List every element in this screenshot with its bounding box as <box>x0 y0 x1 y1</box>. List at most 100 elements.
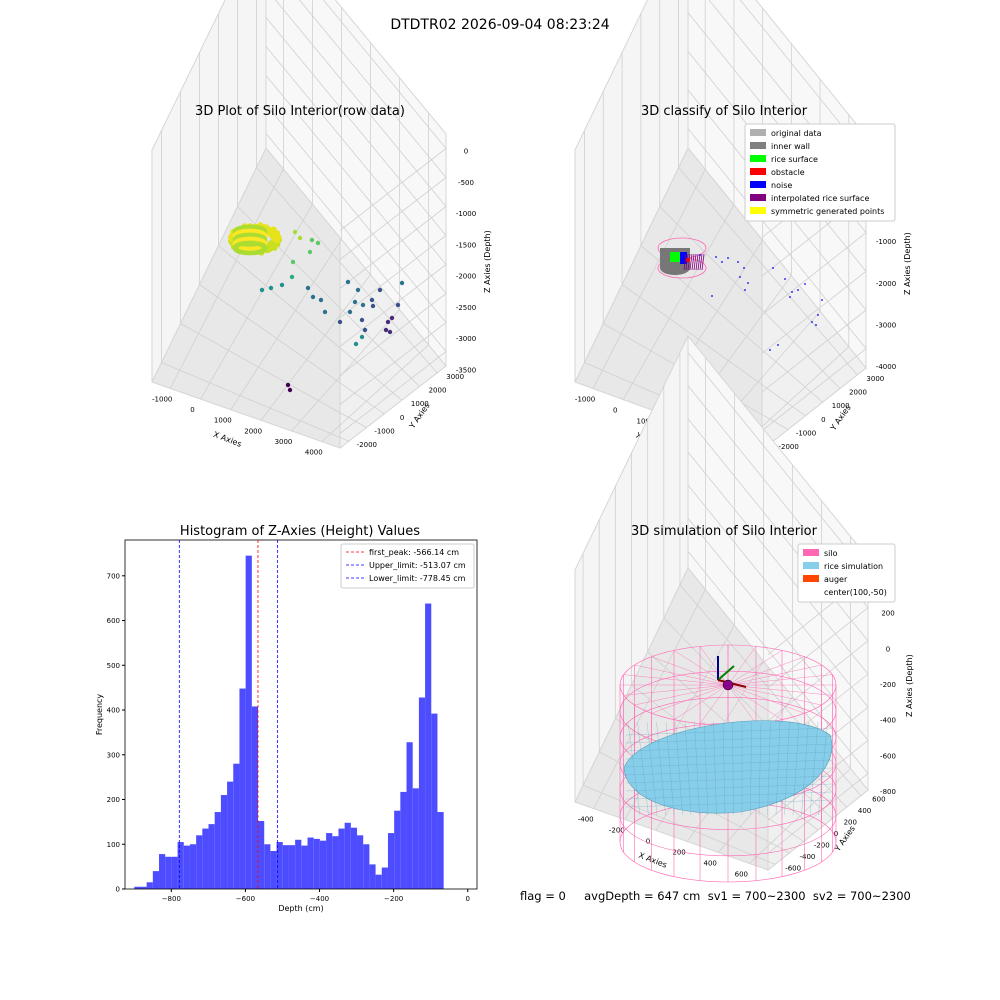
x-tick-label: 400 <box>704 859 717 867</box>
z-gridline <box>767 607 869 689</box>
histogram-bar <box>381 867 388 889</box>
raw-data-point <box>285 382 291 388</box>
rice-mesh-line <box>625 751 833 760</box>
z-gridline <box>339 235 447 318</box>
rice-mesh-line <box>801 721 809 816</box>
inner-wall-points <box>660 261 690 275</box>
rice-mesh-line <box>625 767 833 776</box>
rice-mesh-line <box>767 721 771 816</box>
noise-point <box>721 261 723 263</box>
y-tick-label: -1000 <box>374 428 394 436</box>
silo-spoke <box>634 684 729 706</box>
rice-mesh-line <box>792 721 800 816</box>
classify-plot-title: 3D classify of Silo Interior <box>640 104 808 119</box>
z-gridline <box>687 484 869 708</box>
y-gridline <box>582 784 776 865</box>
noise-point <box>784 278 786 280</box>
raw-data-point <box>355 287 361 293</box>
noise-point <box>821 299 823 301</box>
interpolated-surface-line <box>687 253 691 271</box>
histogram-bar <box>394 810 401 889</box>
z-gridline <box>339 206 447 289</box>
auger-axis-y <box>717 665 735 681</box>
z-tick-label: -2000 <box>876 280 896 288</box>
x-tick-label: -1000 <box>575 396 595 404</box>
y-gridline <box>199 284 385 415</box>
x-axis-label: X Axies <box>212 430 243 449</box>
rice-mesh-line <box>627 721 641 816</box>
legend-swatch <box>750 181 766 188</box>
z-tick-label: 200 <box>881 610 894 618</box>
histogram-bar <box>258 820 265 889</box>
silo-spoke <box>651 684 729 714</box>
silo-spoke <box>727 684 757 724</box>
z-gridline <box>687 518 869 741</box>
x-tick-label: −800 <box>162 895 181 903</box>
y-tick-label: 700 <box>107 572 120 580</box>
raw-data-point <box>395 302 401 308</box>
raw-data-point <box>387 329 393 335</box>
raw-data-point <box>389 315 395 321</box>
legend-entry: silo <box>824 549 838 558</box>
raw-data-point <box>292 229 298 235</box>
z-tick-label: -2000 <box>456 273 476 281</box>
z-tick-label: -3000 <box>876 322 896 330</box>
noise-point <box>711 295 713 297</box>
rice-mesh-line <box>646 721 658 816</box>
y-tick-label: -2000 <box>357 441 377 449</box>
noise-point <box>699 254 701 256</box>
z-gridline <box>687 352 869 575</box>
x-tick-label: −400 <box>310 895 329 903</box>
legend-swatch <box>750 142 766 149</box>
histogram-bar <box>159 854 166 889</box>
y-gridline <box>256 167 438 374</box>
raw-data-3d-plot: -100001000200030004000-2000-100001000200… <box>151 0 492 457</box>
legend-swatch <box>750 168 766 175</box>
histogram-bar <box>214 812 221 889</box>
noise-point <box>727 257 729 259</box>
histogram-bar <box>282 845 289 889</box>
z-gridline <box>339 264 447 347</box>
z-gridline <box>761 309 867 393</box>
z-axis-label: Z Axies (Depth) <box>903 232 912 295</box>
y-gridline <box>621 284 806 417</box>
y-tick-label: 1000 <box>832 402 850 410</box>
y-gridline <box>659 206 841 389</box>
z-tick-label: -1500 <box>456 241 476 249</box>
raw-data-point <box>345 279 351 285</box>
interpolated-surface-line <box>701 253 705 271</box>
silo-spoke <box>634 664 729 686</box>
histogram-bar <box>319 840 327 889</box>
histogram-bar <box>425 603 432 889</box>
legend-swatch <box>750 194 766 201</box>
histogram-bar <box>375 874 382 889</box>
noise-point <box>815 324 817 326</box>
y-gridline <box>237 206 420 387</box>
x-tick-label: −600 <box>236 895 255 903</box>
rice-mesh-line <box>818 721 828 816</box>
z-gridline <box>687 418 869 642</box>
histogram-bar <box>171 856 178 889</box>
histogram-bar <box>264 844 271 889</box>
z-gridline <box>767 773 869 854</box>
y-tick-label: 500 <box>107 662 120 670</box>
legend-swatch <box>750 129 766 136</box>
rice-surface-points <box>670 252 682 262</box>
rice-mesh-line <box>656 721 666 816</box>
raw-data-point <box>322 309 328 315</box>
y-tick-label: 100 <box>107 841 120 849</box>
histogram-bar <box>363 844 370 889</box>
interpolated-surface-line <box>691 253 695 271</box>
x-tick-label: 1000 <box>637 418 655 426</box>
raw-data-point <box>370 303 376 309</box>
x-tick-label: −200 <box>384 895 403 903</box>
x-tick-label: 0 <box>190 406 194 414</box>
raw-data-point <box>377 287 383 293</box>
z-gridline <box>265 104 447 323</box>
rice-mesh-line <box>625 799 833 808</box>
z-gridline <box>265 75 447 294</box>
x-tick-label: 0 <box>646 838 650 846</box>
rice-mesh-line <box>625 759 833 768</box>
z-gridline <box>265 46 447 265</box>
rice-surface <box>623 720 833 814</box>
